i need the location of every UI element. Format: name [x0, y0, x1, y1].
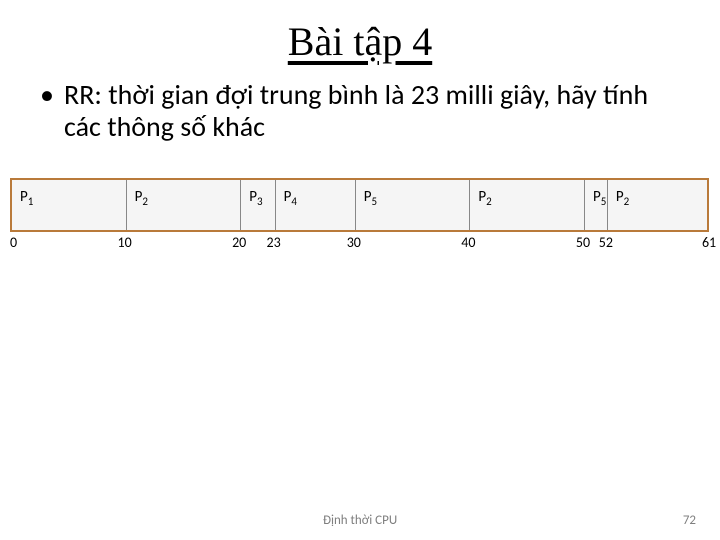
tick-label: 61: [702, 234, 716, 251]
tick-label: 52: [599, 234, 613, 251]
tick-label: 40: [461, 234, 475, 251]
bullet-text: RR: thời gian đợi trung bình là 23 milli…: [64, 79, 680, 143]
gantt-segment: P3: [241, 180, 275, 230]
bullet-item: • RR: thời gian đợi trung bình là 23 mil…: [40, 79, 680, 143]
segment-subscript: 2: [624, 195, 630, 208]
gantt-bar: P1P2P3P4P5P2P5P2: [10, 178, 709, 232]
gantt-segment: P2: [608, 180, 711, 230]
bullet-marker: •: [40, 79, 64, 111]
segment-subscript: 3: [257, 195, 263, 208]
gantt-segment: P2: [127, 180, 242, 230]
segment-label: P: [364, 188, 372, 206]
segment-label: P: [478, 188, 486, 206]
tick-label: 20: [232, 234, 246, 251]
gantt-segment: P5: [356, 180, 471, 230]
gantt-ticks: 01020233040505261: [10, 234, 709, 256]
segment-subscript: 1: [28, 195, 34, 208]
segment-subscript: 2: [486, 195, 492, 208]
footer-center: Định thời CPU: [0, 513, 720, 528]
gantt-segment: P4: [276, 180, 356, 230]
tick-label: 50: [576, 234, 590, 251]
gantt-segment: P2: [470, 180, 585, 230]
segment-label: P: [616, 188, 624, 206]
segment-subscript: 5: [601, 195, 607, 208]
segment-subscript: 4: [291, 195, 297, 208]
gantt-chart: P1P2P3P4P5P2P5P2 01020233040505261: [0, 178, 720, 256]
segment-subscript: 5: [372, 195, 378, 208]
segment-label: P: [20, 188, 28, 206]
bullet-block: • RR: thời gian đợi trung bình là 23 mil…: [0, 79, 720, 143]
tick-label: 23: [266, 234, 280, 251]
page-number: 72: [683, 513, 696, 528]
gantt-segment: P1: [12, 180, 127, 230]
gantt-segment: P5: [585, 180, 608, 230]
segment-subscript: 2: [142, 195, 148, 208]
tick-label: 30: [347, 234, 361, 251]
segment-label: P: [249, 188, 257, 206]
slide-title: Bài tập 4: [0, 0, 720, 79]
segment-label: P: [593, 188, 601, 206]
tick-label: 0: [10, 234, 17, 251]
tick-label: 10: [117, 234, 131, 251]
